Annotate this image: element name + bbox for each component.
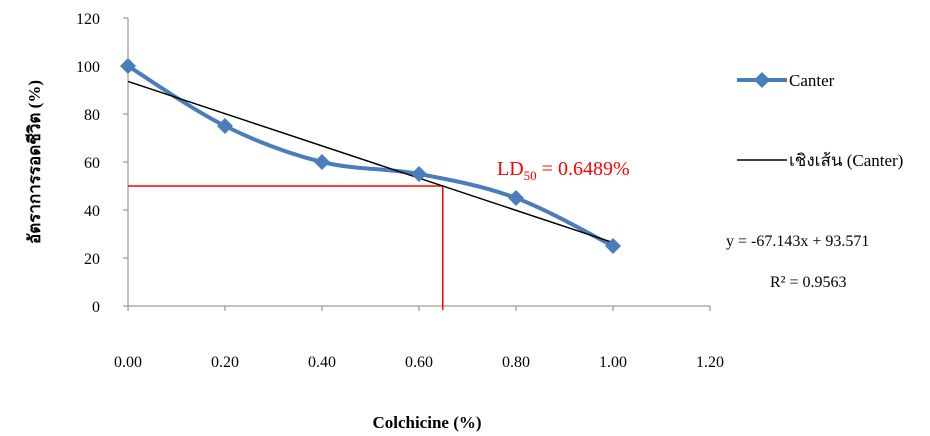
x-axis-title: Colchicine (%) bbox=[372, 413, 481, 432]
x-tick-label: 0.00 bbox=[114, 354, 142, 371]
y-axis-title: อัตราการรอดชีวิต (%) bbox=[24, 80, 44, 244]
ld50-prefix: LD bbox=[497, 158, 524, 180]
r-squared: R² = 0.9563 bbox=[770, 274, 847, 291]
ld50-subscript: 50 bbox=[524, 168, 537, 183]
x-tick-label: 0.20 bbox=[211, 354, 239, 371]
x-tick-label: 0.60 bbox=[405, 354, 433, 371]
data-point-marker bbox=[314, 154, 330, 170]
x-tick-label: 0.40 bbox=[308, 354, 336, 371]
legend: Canter เชิงเส้น (Canter) bbox=[737, 71, 903, 170]
data-point-marker bbox=[120, 58, 136, 74]
x-tick-label: 0.80 bbox=[502, 354, 530, 371]
y-tick-label: 60 bbox=[84, 155, 100, 172]
plot-area bbox=[120, 17, 711, 311]
y-tick-label: 80 bbox=[84, 107, 100, 124]
data-point-marker bbox=[508, 190, 524, 206]
data-point-marker bbox=[217, 118, 233, 134]
y-tick-label: 100 bbox=[76, 59, 100, 76]
trendline bbox=[127, 80, 614, 244]
y-tick-label: 0 bbox=[92, 299, 100, 316]
y-tick-label: 120 bbox=[76, 11, 100, 28]
ld50-value: = 0.6489% bbox=[537, 158, 630, 180]
y-tick-label: 40 bbox=[84, 203, 100, 220]
data-point-marker bbox=[411, 166, 427, 182]
legend-series-marker bbox=[754, 72, 770, 88]
legend-series-label: Canter bbox=[789, 71, 835, 90]
legend-trendline-label: เชิงเส้น (Canter) bbox=[789, 151, 903, 170]
x-tick-label: 1.20 bbox=[696, 354, 724, 371]
tick-labels: 0 20 40 60 80 100 120 0.00 0.20 0.40 0.60 0.80 1.00 1… bbox=[76, 11, 724, 371]
series-line-canter bbox=[126, 64, 614, 248]
x-tick-label: 1.00 bbox=[599, 354, 627, 371]
data-point-marker bbox=[605, 238, 621, 254]
trend-equation: y = -67.143x + 93.571 bbox=[726, 233, 869, 250]
y-tick-label: 20 bbox=[84, 251, 100, 268]
ld50-label: LD50 = 0.6489% bbox=[497, 158, 630, 183]
